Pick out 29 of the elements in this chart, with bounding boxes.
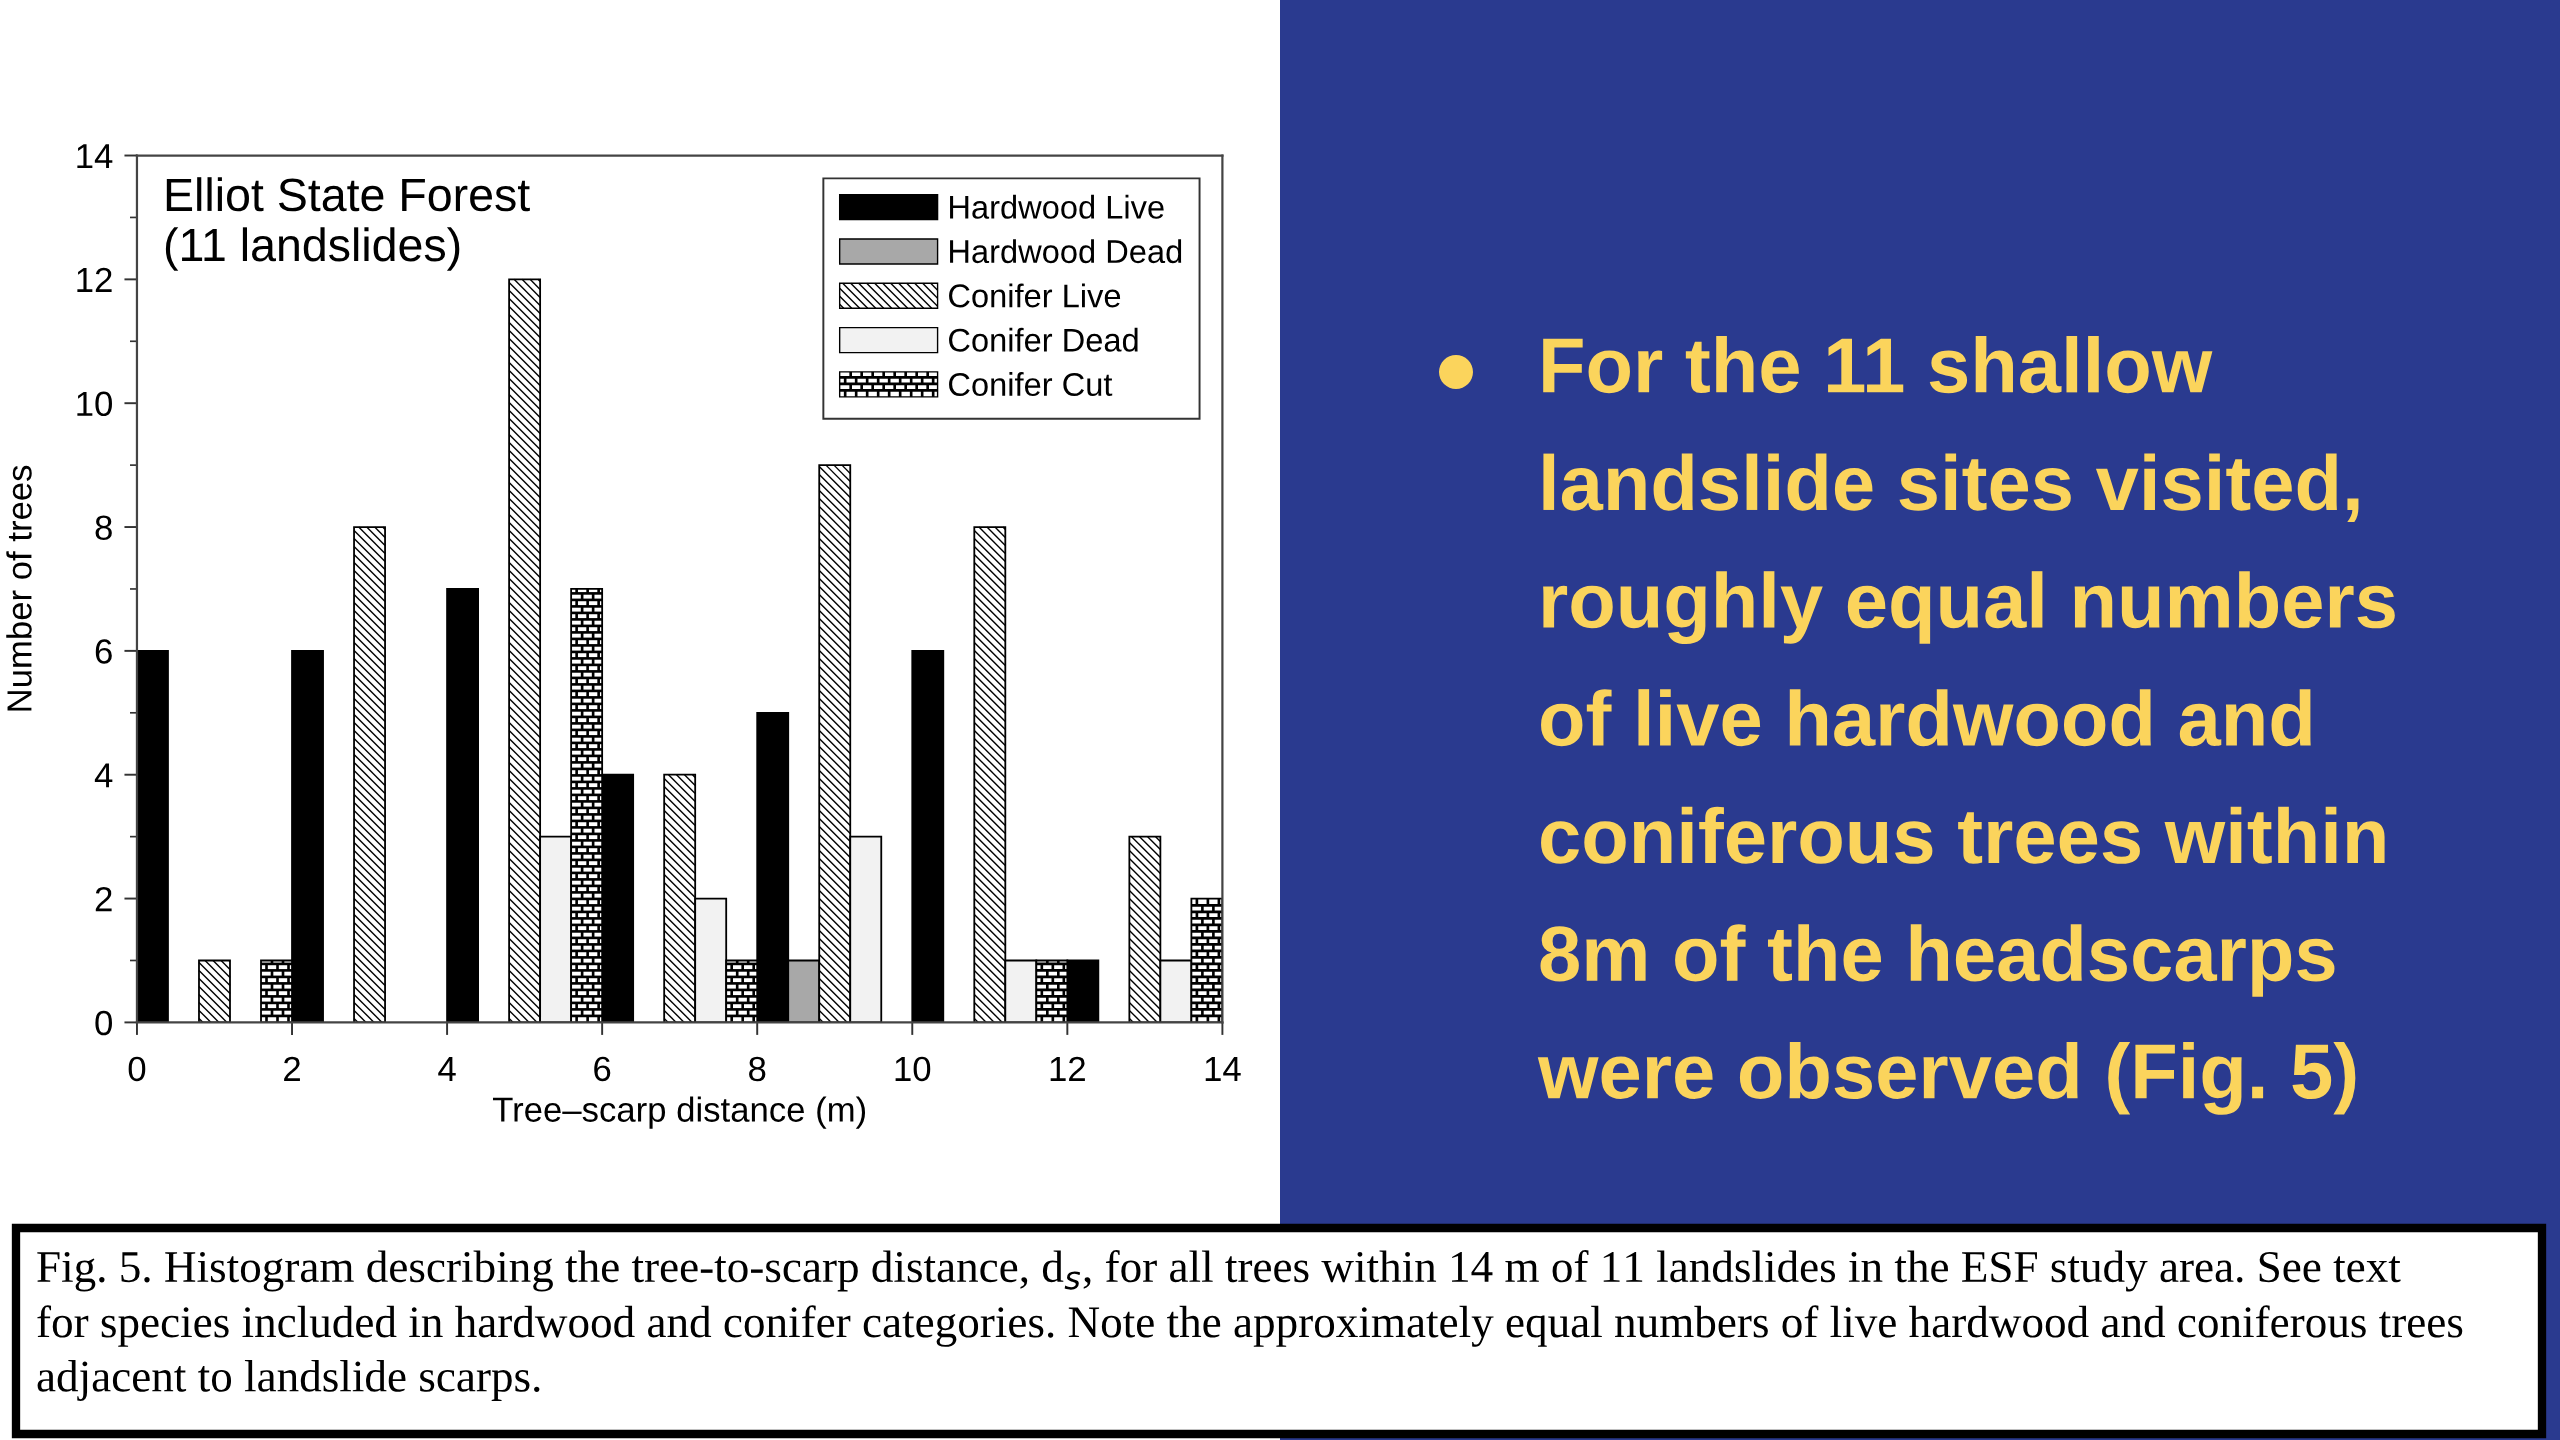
bar: [136, 649, 169, 1023]
y-tick-label: 0: [95, 1010, 112, 1036]
caption: Fig. 5. Histogram describing the tree-to-scarp distance, d$_{s}$, for all trees within 14 m of 11 landslides in the ESF study area. See text for species included in hardwood and conifer categories. Note the approximately equal numbers of live hardwood and coniferous trees adjacent to landslide scarps.: [37, 1250, 2463, 1401]
y-tick-label: 6: [95, 639, 112, 664]
y-tick-label: 2: [95, 886, 112, 912]
legend-label: Conifer Dead: [949, 327, 1138, 352]
x-tick-label: 0: [128, 1056, 146, 1082]
text: Elliot State Forest (11 landslides): [165, 177, 530, 271]
x-tick-label: 8: [749, 1056, 766, 1082]
legend-label: Hardwood Dead: [950, 239, 1182, 264]
x-tick-label: 4: [438, 1057, 456, 1081]
legend-label: Conifer Live: [949, 283, 1121, 308]
bar: [911, 649, 945, 1023]
y-tick-label: 10: [77, 391, 112, 417]
y-tick-label: 12: [77, 267, 112, 292]
x-axis-title: Tree–scarp distance (m): [492, 1096, 866, 1129]
x-tick-label: 2: [284, 1056, 300, 1081]
x-tick-label: 14: [1205, 1057, 1241, 1081]
legend-label: Hardwood Live: [950, 194, 1164, 219]
y-axis-title: Number of trees: [6, 465, 32, 711]
y-tick-label: 14: [77, 144, 113, 169]
x-tick-label: 12: [1050, 1056, 1085, 1081]
x-tick-label: 6: [594, 1056, 611, 1082]
legend-label: Conifer Cut: [949, 372, 1113, 397]
x-tick-label: 10: [895, 1056, 931, 1082]
bar: [446, 588, 480, 1023]
text: For the 11 shallow landslide sites visited, roughly equal numbers of live hardwood and coniferous trees within 8m of the headscarps were observed (Fig. 5): [1537, 336, 2395, 1115]
y-tick-label: 8: [95, 515, 112, 540]
y-tick-label: 4: [94, 763, 113, 788]
